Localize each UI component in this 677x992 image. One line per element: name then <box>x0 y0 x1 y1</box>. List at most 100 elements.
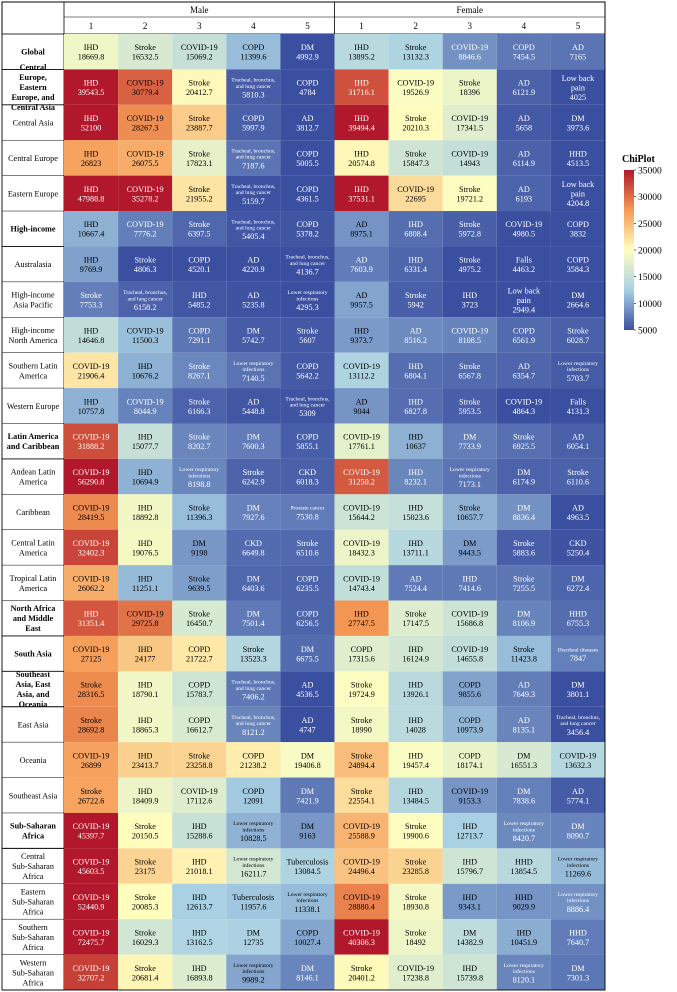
cell-label: IHD 15796.7 <box>456 858 483 877</box>
heat-cell <box>442 494 497 530</box>
heat-cell <box>172 565 227 601</box>
cell-label: IHD 24177 <box>135 645 155 664</box>
heat-cell <box>388 69 443 105</box>
heat-cell <box>550 69 605 105</box>
cell-label: DM 19406.8 <box>294 751 321 770</box>
rank-label: 2 <box>413 21 418 31</box>
heat-cell <box>118 388 173 424</box>
heat-cell <box>388 565 443 601</box>
heat-cell <box>550 529 605 566</box>
cell-label: COVID-19 26075.5 <box>127 149 164 168</box>
heat-cell <box>226 635 281 672</box>
cell-label: Stroke 28316.5 <box>78 681 105 700</box>
cell-label: AD 4747 <box>299 716 315 735</box>
heat-cell <box>280 458 335 495</box>
heat-cell <box>64 565 119 601</box>
cell-label: DM 3801.1 <box>567 681 590 700</box>
cell-label: Lower respiratory infections 7173.1 <box>450 467 490 489</box>
cell-label: COPD 15783.7 <box>186 681 213 700</box>
cell-label: DM 16551.3 <box>511 751 538 770</box>
heat-cell <box>172 954 227 990</box>
cell-label: Stroke 23285.8 <box>402 858 429 877</box>
heat-cell <box>226 281 281 318</box>
heat-cell <box>496 777 551 813</box>
cell-label: COVID-19 28880.4 <box>343 893 380 912</box>
heat-cell <box>496 600 551 636</box>
heat-cell <box>334 848 389 884</box>
heat-cell <box>550 919 605 955</box>
heat-cell <box>64 883 119 920</box>
cell-label: DM 7301.3 <box>567 964 590 983</box>
cell-label: Tracheal, bronchus, and lung cancer 5159.7 <box>231 184 276 206</box>
cell-label: IHD 18865.3 <box>132 716 159 735</box>
heat-cell <box>550 317 605 353</box>
heat-cell <box>280 388 335 424</box>
cell-label: COVID-19 27125 <box>73 645 110 664</box>
cell-label: Stroke 6110.6 <box>567 468 589 487</box>
legend-tick-label: 10000 <box>638 300 662 310</box>
cell-label: IHD 31351.4 <box>78 610 105 629</box>
heat-cell <box>118 742 173 778</box>
heat-cell <box>442 529 497 566</box>
region-label: Southern Latin America <box>9 361 58 380</box>
cell-label: COVID-19 14943 <box>451 149 488 168</box>
cell-label: Stroke 4806.3 <box>134 256 157 275</box>
cell-label: COPD 4361.5 <box>296 185 319 204</box>
heat-cell <box>172 140 227 176</box>
heat-cell <box>172 742 227 778</box>
heat-cell <box>334 565 389 601</box>
cell-label: Tracheal, bronchus, and lung cancer 5309 <box>285 396 330 418</box>
heat-cell <box>496 423 551 459</box>
cell-label: Tracheal, bronchus, and lung cancer 7187.6 <box>231 148 276 170</box>
heat-cell <box>334 883 389 920</box>
legend-tick-label: 30000 <box>638 193 662 203</box>
cell-label: AD 7603.9 <box>350 256 373 275</box>
heat-cell <box>172 211 227 247</box>
cell-label: Low back pain 4025 <box>562 74 595 102</box>
heat-cell <box>64 919 119 955</box>
heat-cell <box>64 494 119 530</box>
cell-label: COVID-19 30779.4 <box>127 79 164 98</box>
cell-label: IHD 6331.4 <box>404 256 427 275</box>
cell-label: IHD 12713.7 <box>456 822 483 841</box>
heat-cell <box>64 281 119 318</box>
cell-label: Stroke 18990 <box>351 716 373 735</box>
heat-cell <box>118 246 173 282</box>
cell-label: DM 9443.5 <box>458 539 481 558</box>
cell-label: Stroke 18396 <box>459 79 481 98</box>
cell-label: COVID-19 28267.3 <box>127 114 164 133</box>
region-label: Andean Latin America <box>11 468 56 487</box>
cell-label: AD 7165 <box>570 43 586 62</box>
heat-cell <box>280 742 335 778</box>
region-label: Sub-Saharan Africa <box>10 822 56 841</box>
cell-label: Lower respiratory infections 4295.3 <box>287 290 327 312</box>
heat-cell <box>388 848 443 884</box>
cell-label: AD 6121.9 <box>513 79 536 98</box>
heat-cell <box>442 458 497 495</box>
heat-cell <box>172 352 227 389</box>
heat-cell <box>280 919 335 955</box>
cell-label: IHD 10694.9 <box>132 468 159 487</box>
heat-cell <box>496 706 551 743</box>
cell-label: IHD 21018.1 <box>186 858 213 877</box>
heat-cell <box>280 565 335 601</box>
cell-label: COVID-19 22695 <box>397 185 434 204</box>
rank-label: 1 <box>359 21 364 31</box>
cell-label: COPD 17315.6 <box>348 645 375 664</box>
cell-label: Stroke 6028.7 <box>567 326 590 345</box>
cell-label: DM 12735 <box>243 928 263 947</box>
heat-cell <box>172 883 227 920</box>
heat-cell <box>118 529 173 566</box>
heat-cell <box>496 742 551 778</box>
region-label: East Asia <box>18 720 49 729</box>
region-label: South Asia <box>14 650 52 659</box>
cell-label: Lower respiratory infections 10828.5 <box>233 821 273 843</box>
heat-cell <box>172 600 227 636</box>
heat-cell <box>64 954 119 990</box>
cell-label: HHD 4513.5 <box>567 149 590 168</box>
heat-cell <box>172 281 227 318</box>
heat-cell <box>118 69 173 105</box>
heat-cell <box>442 600 497 636</box>
cell-label: DM 7600.3 <box>242 433 265 452</box>
cell-label: DM 6675.5 <box>296 645 319 664</box>
